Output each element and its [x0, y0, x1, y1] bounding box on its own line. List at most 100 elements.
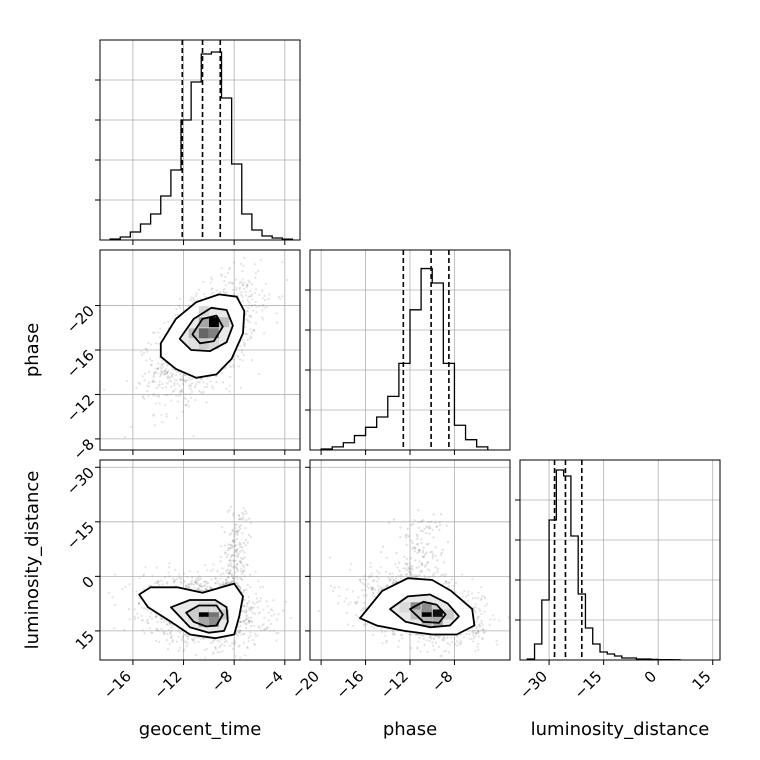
pair-geocent-time-vs-luminosity-distance-sample-point	[241, 549, 244, 552]
pair-geocent-time-vs-luminosity-distance-sample-point	[240, 633, 243, 636]
pair-geocent-time-vs-phase-sample-point	[194, 385, 197, 389]
pair-geocent-time-vs-phase-sample-point	[221, 381, 225, 384]
pair-geocent-time-vs-luminosity-distance-sample-point	[203, 580, 206, 583]
pair-geocent-time-vs-luminosity-distance-sample-point	[253, 643, 256, 647]
pair-geocent-time-vs-phase-sample-point	[245, 285, 248, 289]
pair-geocent-time-vs-phase-sample-point	[229, 281, 232, 284]
pair-geocent-time-vs-luminosity-distance-sample-point	[236, 547, 239, 551]
pair-phase-vs-luminosity-distance-sample-point	[355, 614, 358, 617]
pair-phase-vs-luminosity-distance-sample-point	[429, 636, 432, 639]
pair-geocent-time-vs-luminosity-distance-sample-point	[173, 579, 176, 583]
pair-geocent-time-vs-phase-sample-point	[188, 376, 191, 379]
pair-geocent-time-vs-luminosity-distance-sample-point	[251, 611, 255, 615]
pair-phase-vs-luminosity-distance-sample-point	[453, 584, 456, 587]
pair-phase-vs-luminosity-distance-sample-point	[474, 606, 477, 609]
pair-phase-vs-luminosity-distance-sample-point	[392, 631, 395, 634]
pair-phase-vs-luminosity-distance-sample-point	[392, 633, 395, 636]
pair-geocent-time-vs-luminosity-distance-sample-point	[239, 587, 242, 590]
pair-geocent-time-vs-luminosity-distance-sample-point	[213, 638, 216, 642]
pair-geocent-time-vs-phase-sample-point	[135, 386, 138, 389]
pair-phase-vs-luminosity-distance-sample-point	[346, 623, 350, 626]
pair-geocent-time-vs-luminosity-distance-sample-point	[246, 647, 249, 650]
pair-geocent-time-vs-phase-sample-point	[191, 377, 194, 380]
hist-geocent-time-steps	[109, 51, 294, 240]
pair-geocent-time-vs-luminosity-distance-sample-point	[241, 557, 245, 561]
pair-geocent-time-vs-luminosity-distance-sample-point	[212, 653, 215, 656]
pair-geocent-time-vs-phase-sample-point	[210, 288, 213, 291]
pair-geocent-time-vs-luminosity-distance-sample-point	[205, 587, 208, 591]
pair-geocent-time-vs-phase-sample-point	[147, 381, 151, 384]
pair-geocent-time-vs-luminosity-distance-sample-point	[249, 634, 252, 637]
pair-geocent-time-vs-phase-sample-point	[252, 329, 255, 332]
pair-geocent-time-vs-luminosity-distance-sample-point	[202, 637, 205, 641]
pair-geocent-time-vs-luminosity-distance-sample-point	[163, 630, 166, 633]
pair-geocent-time-vs-phase-sample-point	[227, 268, 231, 271]
pair-geocent-time-vs-luminosity-distance-sample-point	[149, 611, 152, 615]
pair-geocent-time-vs-luminosity-distance-sample-point	[195, 578, 198, 581]
pair-phase-vs-luminosity-distance-sample-point	[391, 572, 394, 575]
pair-geocent-time-vs-luminosity-distance-sample-point	[229, 543, 232, 546]
pair-geocent-time-vs-phase-sample-point	[239, 386, 242, 389]
pair-geocent-time-vs-phase-sample-point	[195, 383, 198, 386]
pair-geocent-time-vs-luminosity-distance-sample-point	[168, 575, 171, 578]
pair-geocent-time-vs-luminosity-distance-sample-point	[244, 610, 247, 613]
pair-phase-vs-luminosity-distance-sample-point	[400, 633, 403, 637]
pair-geocent-time-vs-phase-sample-point	[228, 375, 232, 379]
pair-geocent-time-vs-luminosity-distance-sample-point	[177, 629, 180, 633]
pair-phase-vs-luminosity-distance-sample-point	[380, 627, 383, 630]
pair-phase-vs-luminosity-distance-sample-point	[397, 645, 400, 648]
pair-geocent-time-vs-phase-sample-point	[152, 379, 155, 382]
pair-geocent-time-vs-phase-sample-point	[179, 306, 182, 310]
pair-phase-vs-luminosity-distance-sample-point	[374, 595, 377, 598]
pair-phase-vs-luminosity-distance-sample-point	[417, 633, 420, 636]
pair-phase-vs-luminosity-distance-sample-point	[423, 527, 426, 530]
pair-phase-vs-luminosity-distance-sample-point	[437, 635, 440, 638]
pair-geocent-time-vs-luminosity-distance-sample-point	[156, 621, 159, 624]
pair-phase-vs-luminosity-distance-sample-point	[472, 634, 475, 637]
pair-phase-vs-luminosity-distance-sample-point	[438, 636, 441, 639]
pair-geocent-time-vs-phase-sample-point	[249, 335, 252, 338]
pair-geocent-time-vs-phase-sample-point	[178, 384, 181, 387]
pair-geocent-time-vs-luminosity-distance-sample-point	[133, 615, 136, 618]
pair-geocent-time-vs-luminosity-distance-sample-point	[229, 581, 233, 584]
pair-geocent-time-vs-luminosity-distance-sample-point	[262, 608, 265, 612]
pair-geocent-time-vs-phase-sample-point	[228, 365, 231, 368]
pair-geocent-time-vs-phase-sample-point	[191, 390, 194, 394]
pair-phase-vs-luminosity-distance-sample-point	[345, 597, 348, 600]
pair-geocent-time-vs-luminosity-distance-sample-point	[203, 649, 206, 652]
pair-geocent-time-vs-phase-sample-point	[255, 311, 258, 314]
pair-geocent-time-vs-phase-sample-point	[204, 296, 207, 299]
pair-geocent-time-vs-luminosity-distance-sample-point	[168, 622, 171, 625]
pair-geocent-time-vs-phase-sample-point	[140, 350, 143, 353]
pair-phase-vs-luminosity-distance-sample-point	[366, 582, 370, 586]
pair-phase-vs-luminosity-distance-sample-point	[427, 542, 430, 546]
pair-geocent-time-vs-luminosity-distance-sample-point	[160, 621, 163, 624]
pair-phase-vs-luminosity-distance-sample-point	[385, 570, 388, 574]
pair-geocent-time-vs-phase-sample-point	[181, 390, 184, 393]
pair-geocent-time-vs-luminosity-distance-sample-point	[185, 634, 188, 638]
pair-geocent-time-vs-phase-sample-point	[250, 359, 254, 362]
pair-geocent-time-vs-luminosity-distance-sample-point	[221, 650, 224, 653]
pair-geocent-time-vs-phase-sample-point	[170, 380, 173, 383]
pair-geocent-time-vs-phase-sample-point	[175, 307, 178, 311]
pair-geocent-time-vs-phase-sample-point	[158, 383, 161, 386]
pair-phase-vs-luminosity-distance-sample-point	[429, 576, 432, 579]
pair-phase-vs-luminosity-distance-sample-point	[372, 592, 375, 595]
pair-geocent-time-vs-luminosity-distance-sample-point	[234, 530, 237, 533]
pair-geocent-time-vs-phase-sample-point	[215, 374, 218, 378]
pair-geocent-time-vs-luminosity-distance-sample-point	[265, 628, 268, 631]
pair-geocent-time-vs-luminosity-distance-sample-point	[168, 562, 171, 565]
pair-geocent-time-vs-luminosity-distance-sample-point	[206, 585, 209, 588]
pair-phase-vs-luminosity-distance-sample-point	[420, 569, 423, 572]
pair-geocent-time-vs-phase-sample-point	[247, 319, 250, 322]
pair-geocent-time-vs-phase-sample-point	[179, 390, 182, 394]
pair-phase-vs-luminosity-distance-sample-point	[415, 575, 418, 578]
pair-geocent-time-vs-luminosity-distance-sample-point	[237, 518, 241, 521]
pair-geocent-time-vs-luminosity-distance-density-pixel	[198, 602, 209, 613]
pair-geocent-time-vs-luminosity-distance-sample-point	[285, 600, 288, 603]
pair-geocent-time-vs-luminosity-distance-sample-point	[234, 540, 237, 544]
pair-geocent-time-vs-phase-sample-point	[242, 283, 245, 287]
pair-geocent-time-vs-phase-sample-point	[262, 303, 265, 306]
pair-geocent-time-vs-phase-sample-point	[149, 363, 152, 367]
pair-geocent-time-vs-luminosity-distance-sample-point	[170, 629, 173, 633]
